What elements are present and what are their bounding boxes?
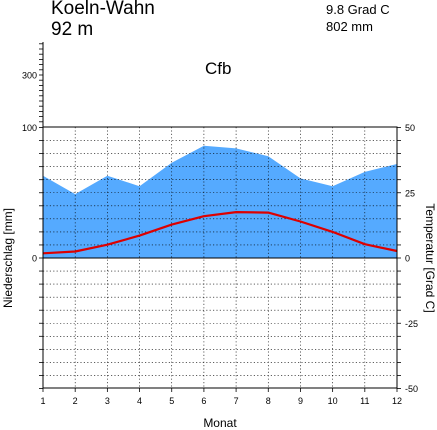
x-tick-label: 8	[266, 396, 271, 406]
left-axis-title: Niederschlag [mm]	[1, 208, 15, 308]
x-tick-label: 6	[201, 396, 206, 406]
x-tick-label: 3	[105, 396, 110, 406]
x-tick-label: 9	[298, 396, 303, 406]
annual-mean-temperature: 9.8 Grad C	[326, 2, 390, 17]
right-tick-label: 50	[405, 123, 415, 133]
grid-layer	[43, 127, 397, 388]
station-elevation: 92 m	[51, 19, 94, 40]
temperature-line	[42, 211, 398, 255]
axis-ticks	[39, 43, 401, 392]
koppen-climate-class: Cfb	[205, 59, 232, 78]
x-tick-label: 12	[392, 396, 402, 406]
x-tick-label: 2	[73, 396, 78, 406]
x-tick-label: 10	[328, 396, 338, 406]
x-tick-label: 4	[137, 396, 142, 406]
annual-precipitation: 802 mm	[326, 19, 373, 34]
x-tick-label: 7	[234, 396, 239, 406]
right-tick-label: -25	[405, 319, 418, 329]
station-name: Koeln-Wahn	[51, 0, 155, 19]
precipitation-area	[43, 145, 397, 258]
plot-frame	[42, 42, 398, 389]
precipitation-area-layer	[43, 145, 397, 258]
x-tick-label: 1	[40, 396, 45, 406]
right-tick-label: 0	[405, 254, 410, 264]
left-tick-label: 100	[22, 123, 37, 133]
right-axis-title: Temperatur [Grad C]	[423, 203, 437, 312]
right-tick-label: 25	[405, 188, 415, 198]
x-axis-title: Monat	[203, 416, 237, 430]
right-tick-label: -50	[405, 384, 418, 394]
x-tick-label: 5	[169, 396, 174, 406]
left-tick-label: 300	[22, 71, 37, 81]
x-tick-label: 11	[360, 396, 369, 406]
left-tick-label: 0	[32, 254, 37, 264]
